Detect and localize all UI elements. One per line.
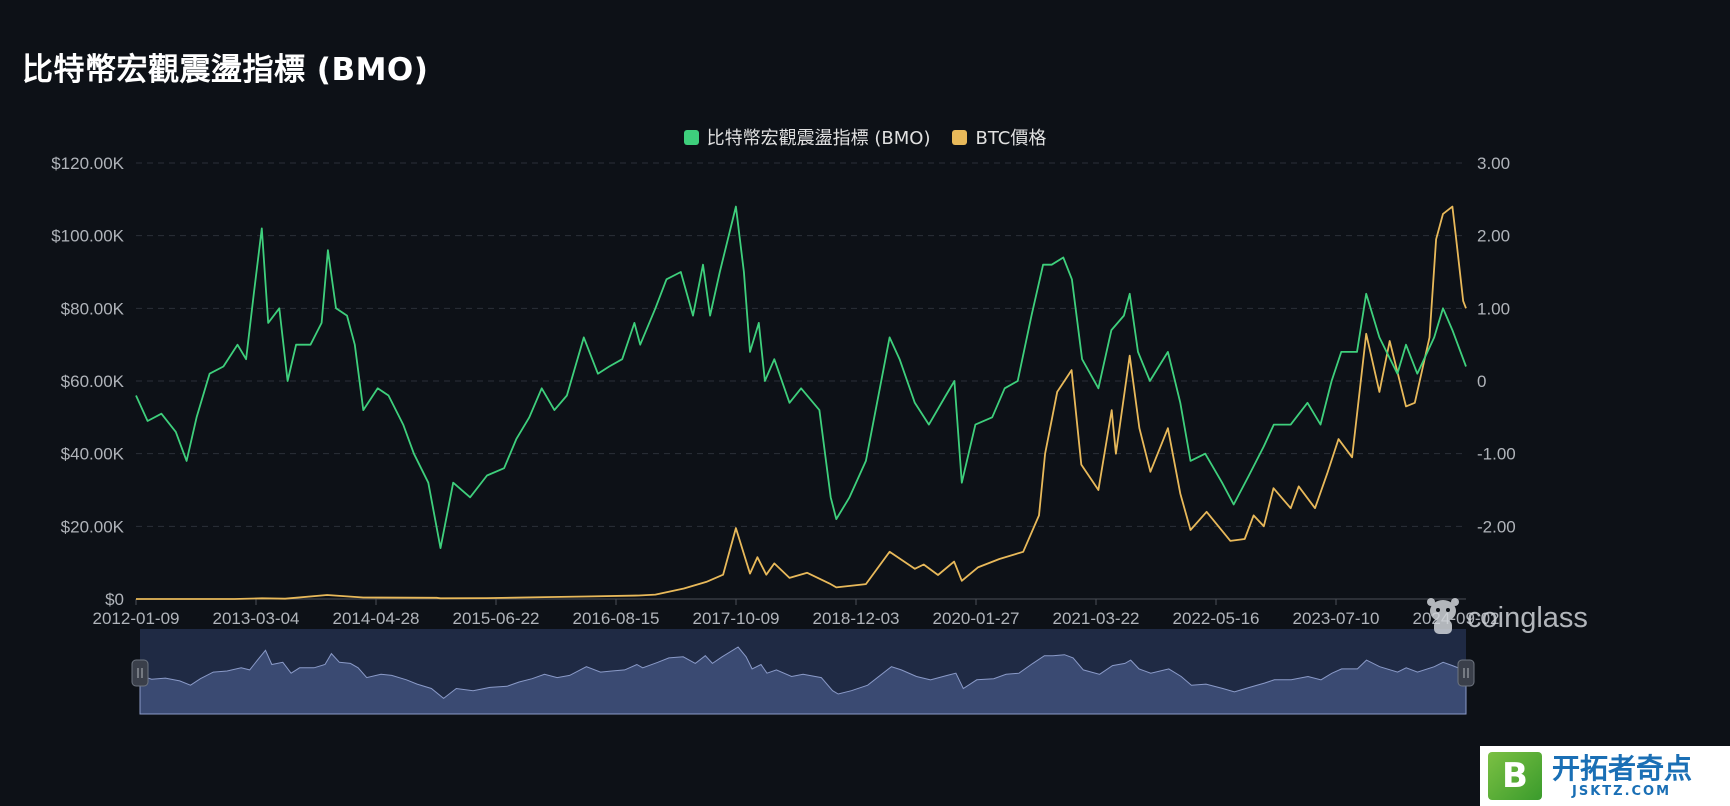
series-lines: [135, 205, 1467, 600]
grid-lines: [136, 162, 1466, 600]
y-right-tick-label: 0: [1477, 372, 1486, 391]
y-right-tick-label: -1.00: [1477, 445, 1516, 464]
x-tick-label: 2014-04-28: [333, 609, 420, 628]
x-tick-label: 2022-05-16: [1173, 609, 1260, 628]
y-left-tick-label: $40.00K: [61, 445, 125, 464]
y-left-tick-label: $100.00K: [51, 227, 124, 246]
y-axis-left: $0 $20.00K $40.00K $60.00K $80.00K $100.00K $1…: [51, 154, 124, 609]
x-tick-label: 2017-10-09: [693, 609, 780, 628]
x-axis: 2012-01-09 2013-03-04 2014-04-28 2015-06-22…: [93, 599, 1499, 628]
y-right-tick-label: -2.00: [1477, 517, 1516, 536]
x-tick-label: 2015-06-22: [453, 609, 540, 628]
logo-name: 开拓者奇点: [1552, 751, 1693, 785]
y-left-tick-label: $80.00K: [61, 299, 125, 318]
y-left-tick-label: $20.00K: [61, 517, 125, 536]
legend-swatch-btc-price: [952, 129, 968, 145]
coinglass-watermark: coinglass: [1425, 598, 1588, 638]
zoom-slider[interactable]: [131, 629, 1475, 715]
y-right-tick-label: 3.00: [1477, 154, 1510, 173]
x-tick-label: 2013-03-04: [213, 609, 300, 628]
chart-legend: 比特幣宏觀震盪指標 (BMO) BTC價格: [0, 124, 1730, 150]
x-tick-label: 2018-12-03: [813, 609, 900, 628]
y-left-tick-label: $0: [105, 590, 124, 609]
legend-item-bmo[interactable]: 比特幣宏觀震盪指標 (BMO): [683, 124, 931, 150]
x-tick-label: 2023-07-10: [1293, 609, 1380, 628]
x-tick-label: 2016-08-15: [573, 609, 660, 628]
watermark-text: coinglass: [1467, 601, 1588, 634]
legend-swatch-bmo: [683, 129, 699, 145]
x-tick-label: 2021-03-22: [1053, 609, 1140, 628]
y-axis-right: -2.00 -1.00 0 1.00 2.00 3.00: [1477, 154, 1516, 536]
series-line-btc-price: [136, 205, 1467, 600]
coinglass-mascot-icon: [1427, 598, 1459, 634]
x-tick-label: 2020-01-27: [933, 609, 1020, 628]
y-left-tick-label: $60.00K: [61, 372, 125, 391]
zoom-slider-preview: [139, 646, 1467, 715]
logo-site: JSKTZ.COM: [1572, 783, 1672, 799]
page-title: 比特幣宏觀震盪指標 (BMO): [22, 52, 429, 88]
site-logo: B 开拓者奇点 JSKTZ.COM: [1480, 746, 1730, 806]
zoom-handle-right[interactable]: [1457, 659, 1475, 687]
legend-label-btc-price: BTC價格: [975, 128, 1047, 149]
legend-item-btc-price[interactable]: BTC價格: [952, 124, 1046, 150]
zoom-handle-left[interactable]: [131, 659, 149, 687]
y-left-tick-label: $120.00K: [51, 154, 124, 173]
logo-badge: B: [1488, 752, 1542, 800]
y-right-tick-label: 2.00: [1477, 227, 1510, 246]
y-right-tick-label: 1.00: [1477, 299, 1510, 318]
x-tick-label: 2012-01-09: [93, 609, 180, 628]
series-line-bmo: [135, 205, 1467, 549]
legend-label-bmo: 比特幣宏觀震盪指標 (BMO): [706, 128, 931, 149]
